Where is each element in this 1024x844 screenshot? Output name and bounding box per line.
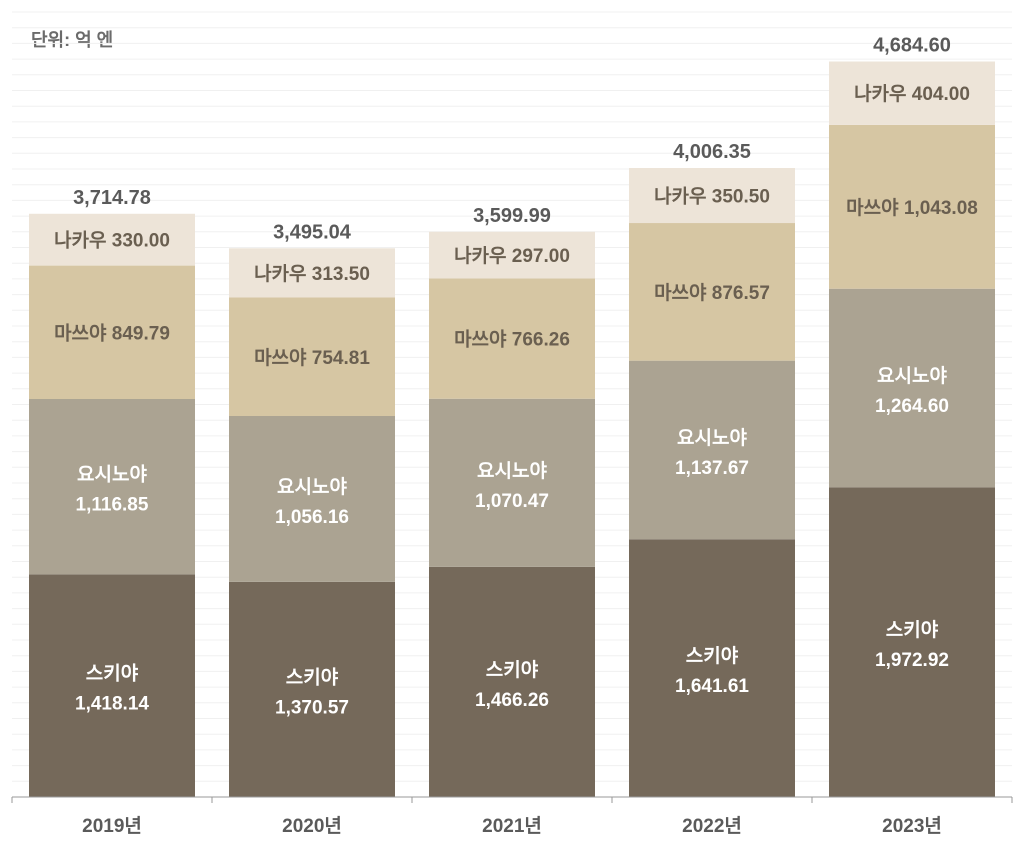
segment-name-label: 스키야	[86, 663, 139, 685]
total-label: 3,495.04	[273, 221, 352, 243]
segment-label: 나카우 297.00	[454, 245, 570, 267]
segment-name-label: 스키야	[486, 659, 539, 681]
bar-segment	[629, 223, 795, 361]
x-tick-label: 2019년	[82, 815, 142, 837]
bar-segment	[229, 248, 395, 298]
bar-segment	[629, 168, 795, 224]
segment-value-label: 1,137.67	[675, 458, 749, 479]
bar-segment	[429, 278, 595, 399]
x-tick-label: 2020년	[282, 815, 342, 837]
segment-value-label: 1,116.85	[76, 495, 149, 516]
segment-name-label: 스키야	[886, 619, 939, 641]
bar-segment	[429, 231, 595, 279]
x-tick-label: 2023년	[882, 815, 942, 837]
bar-segment	[429, 398, 595, 567]
segment-label: 마쓰야 849.79	[54, 322, 170, 344]
segment-label: 나카우 350.50	[654, 186, 770, 208]
bar-segment	[829, 61, 995, 125]
segment-label: 마쓰야 766.26	[454, 329, 570, 351]
bar-segment	[29, 574, 195, 797]
bar-segment	[29, 265, 195, 400]
segment-name-label: 요시노야	[877, 365, 947, 387]
bar-segment	[629, 360, 795, 540]
bar-segment	[829, 288, 995, 488]
segment-name-label: 스키야	[686, 645, 739, 667]
segment-value-label: 1,972.92	[875, 650, 949, 671]
segment-value-label: 1,370.57	[275, 697, 349, 718]
total-label: 3,599.99	[473, 205, 551, 227]
bar-segment	[829, 124, 995, 289]
segment-name-label: 요시노야	[277, 476, 347, 498]
segment-name-label: 요시노야	[77, 464, 147, 486]
bar-segment	[629, 539, 795, 797]
segment-value-label: 1,466.26	[475, 690, 549, 711]
bar-segment	[429, 566, 595, 797]
bar-segment	[29, 399, 195, 575]
segment-value-label: 1,418.14	[75, 694, 149, 715]
segment-value-label: 1,070.47	[475, 491, 549, 512]
segment-label: 나카우 404.00	[854, 83, 970, 105]
x-tick-label: 2021년	[482, 815, 542, 837]
segment-label: 마쓰야 876.57	[654, 282, 770, 304]
segment-label: 나카우 330.00	[54, 230, 170, 252]
bar-segment	[229, 297, 395, 417]
segment-value-label: 1,264.60	[875, 396, 949, 417]
x-tick-label: 2022년	[682, 815, 742, 837]
bar-segment	[229, 581, 395, 797]
unit-label: 단위: 억 엔	[31, 30, 114, 50]
total-label: 3,714.78	[73, 187, 151, 209]
segment-name-label: 요시노야	[677, 427, 747, 449]
segment-label: 마쓰야 754.81	[254, 347, 370, 369]
segment-name-label: 요시노야	[477, 460, 547, 482]
bar-segment	[229, 416, 395, 582]
total-label: 4,684.60	[873, 35, 951, 57]
segment-value-label: 1,056.16	[275, 507, 349, 528]
total-label: 4,006.35	[673, 141, 751, 163]
segment-label: 나카우 313.50	[254, 263, 370, 285]
bar-segment	[29, 213, 195, 266]
bar-segment	[829, 487, 995, 797]
segment-value-label: 1,641.61	[675, 676, 749, 697]
segment-label: 마쓰야 1,043.08	[846, 197, 978, 219]
segment-name-label: 스키야	[286, 666, 339, 688]
